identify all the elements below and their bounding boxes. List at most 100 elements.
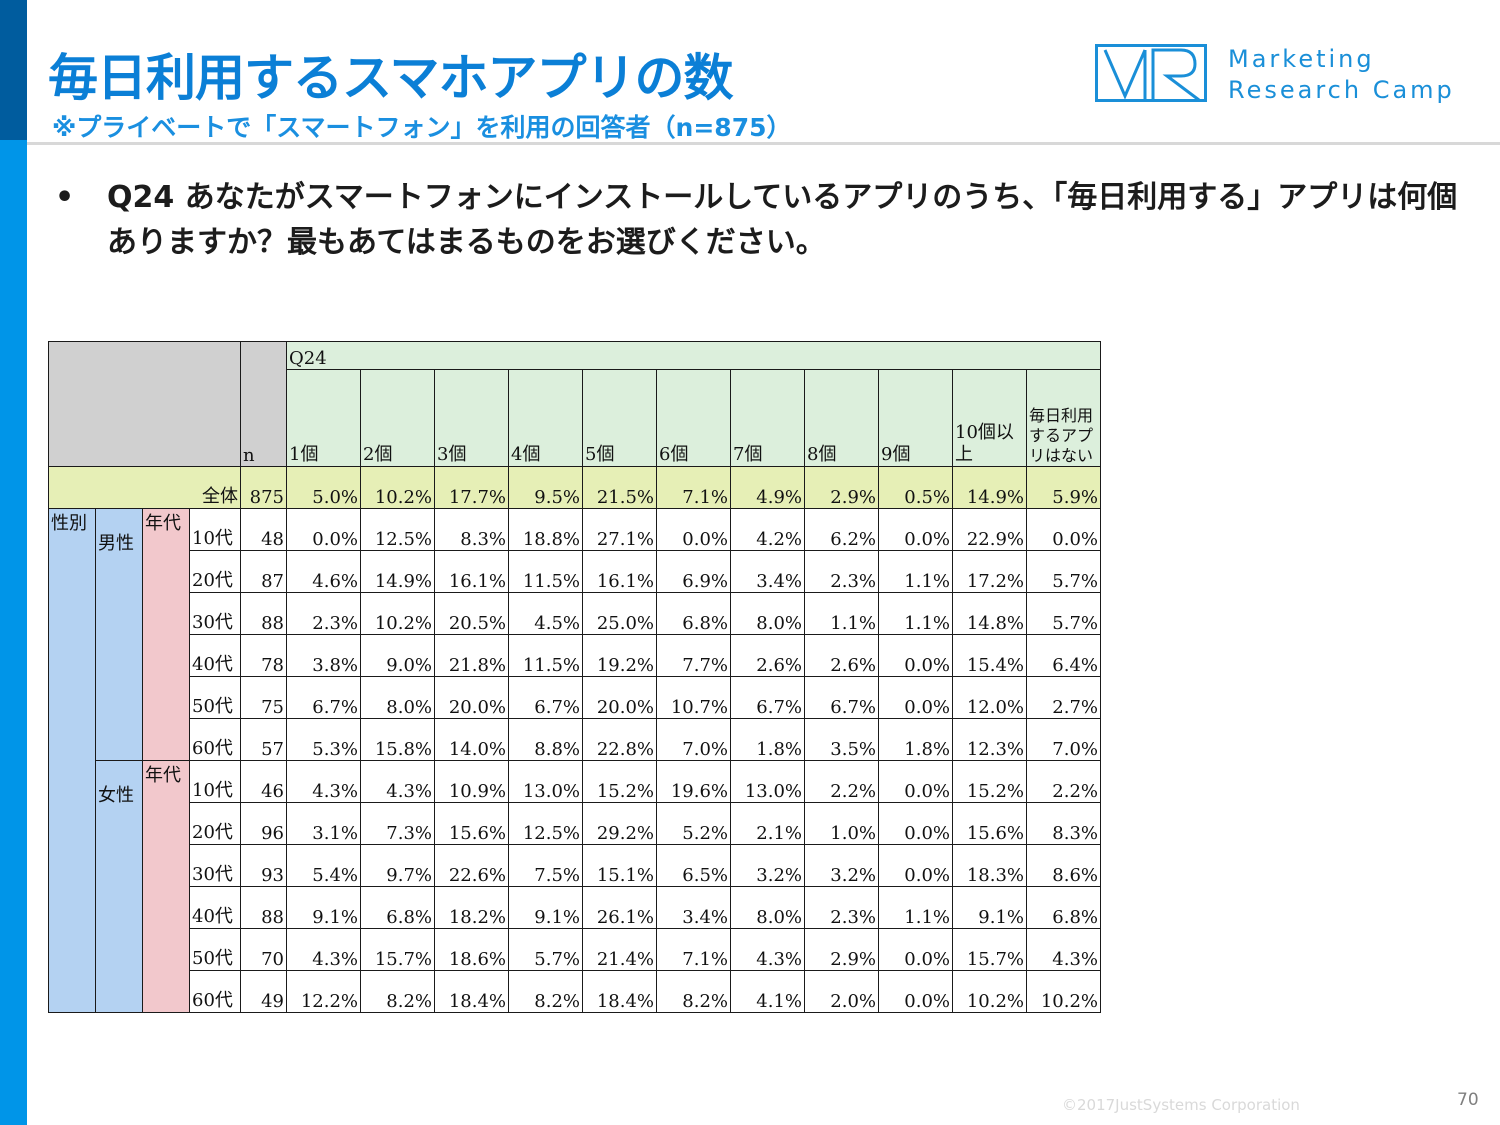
age-cell: 30代 <box>189 844 241 887</box>
table-row: 性別 男性 年代 10代 48 0.0% 12.5% 8.3% 18.8% 27.1% 0.0% 4.… <box>48 508 1101 1013</box>
page-number: 70 <box>1457 1090 1479 1110</box>
n-cell: 875 <box>240 466 287 509</box>
value-cell: 8.3% <box>1026 802 1101 845</box>
value-cell: 0.0% <box>878 928 953 971</box>
age-cell: 10代 <box>189 508 241 551</box>
table-row: 30代 88 2.3% 10.2% 20.5% 4.5% 25.0% 6.8% 8.0% 1.1%… <box>49 592 1101 635</box>
value-cell: 5.7% <box>1026 592 1101 635</box>
table-row: 20代 96 3.1% 7.3% 15.6% 12.5% 29.2% 5.2% 2.1% 1.0%… <box>49 802 1101 845</box>
left-accent-bar-top <box>0 0 27 140</box>
value-cell: 8.6% <box>1026 844 1101 887</box>
table-row: 30代 93 5.4% 9.7% 22.6% 7.5% 15.1% 6.5% 3.2% 3.2% 0… <box>49 844 1101 887</box>
value-cell: 16.1% <box>434 550 509 593</box>
n-cell: 49 <box>240 970 287 1013</box>
value-cell: 7.1% <box>656 466 731 509</box>
value-cell: 26.1% <box>582 886 657 929</box>
value-cell: 15.2% <box>582 760 657 803</box>
value-cell: 12.5% <box>360 508 435 551</box>
age-cell: 10代 <box>189 760 241 803</box>
value-cell: 4.6% <box>286 550 361 593</box>
value-cell: 15.6% <box>952 802 1027 845</box>
value-cell: 2.3% <box>286 592 361 635</box>
value-cell: 25.0% <box>582 592 657 635</box>
table-row: 50代 70 4.3% 15.7% 18.6% 5.7% 21.4% 7.1% 4.3% 2.9%… <box>49 928 1101 971</box>
value-cell: 5.7% <box>508 928 583 971</box>
value-cell: 4.3% <box>286 928 361 971</box>
value-cell: 6.2% <box>804 508 879 551</box>
value-cell: 2.9% <box>804 466 879 509</box>
table-row: 20代 87 4.6% 14.9% 16.1% 11.5% 16.1% 6.9% 3.4% 2.3… <box>49 550 1101 593</box>
column-header: 9個 <box>878 369 953 467</box>
value-cell: 4.1% <box>730 970 805 1013</box>
value-cell: 7.0% <box>1026 718 1101 761</box>
value-cell: 22.6% <box>434 844 509 887</box>
table-row: 40代 78 3.8% 9.0% 21.8% 11.5% 19.2% 7.7% 2.6% 2.6%… <box>49 634 1101 677</box>
value-cell: 20.5% <box>434 592 509 635</box>
gender-group-label: 性別 <box>48 508 96 1013</box>
value-cell: 0.0% <box>878 676 953 719</box>
value-cell: 5.2% <box>656 802 731 845</box>
value-cell: 6.7% <box>804 676 879 719</box>
value-cell: 2.7% <box>1026 676 1101 719</box>
value-cell: 6.7% <box>730 676 805 719</box>
table-row: 50代 75 6.7% 8.0% 20.0% 6.7% 20.0% 10.7% 6.7% 6.7%… <box>49 676 1101 719</box>
n-cell: 87 <box>240 550 287 593</box>
q24-header: Q24 <box>286 341 1101 370</box>
value-cell: 10.2% <box>360 592 435 635</box>
value-cell: 6.8% <box>656 592 731 635</box>
value-cell: 2.6% <box>730 634 805 677</box>
n-cell: 57 <box>240 718 287 761</box>
column-header: 10個以上 <box>952 369 1027 467</box>
n-header: n <box>240 341 287 467</box>
value-cell: 14.8% <box>952 592 1027 635</box>
value-cell: 8.2% <box>360 970 435 1013</box>
copyright-text: ©2017JustSystems Corporation <box>1062 1096 1300 1114</box>
column-header: 3個 <box>434 369 509 467</box>
value-cell: 2.6% <box>804 634 879 677</box>
value-cell: 3.4% <box>656 886 731 929</box>
value-cell: 0.5% <box>878 466 953 509</box>
value-cell: 9.7% <box>360 844 435 887</box>
table-row: 60代 49 12.2% 8.2% 18.4% 8.2% 18.4% 8.2% 4.1% 2.0%… <box>49 970 1101 1013</box>
company-logo: Marketing Research Camp <box>1095 44 1485 106</box>
age-cell: 60代 <box>189 718 241 761</box>
value-cell: 2.3% <box>804 550 879 593</box>
value-cell: 5.4% <box>286 844 361 887</box>
value-cell: 10.2% <box>952 970 1027 1013</box>
value-cell: 5.7% <box>1026 550 1101 593</box>
value-cell: 18.2% <box>434 886 509 929</box>
gender-cell-male: 男性 <box>95 508 143 761</box>
results-table: n Q24 1個 2個 3個 4個 5個 6個 7個 8個 9個 10個以上 毎日利用するアプリはな… <box>48 341 1101 1013</box>
value-cell: 14.9% <box>952 466 1027 509</box>
value-cell: 22.8% <box>582 718 657 761</box>
value-cell: 18.4% <box>434 970 509 1013</box>
total-label: 全体 <box>48 466 241 509</box>
n-cell: 75 <box>240 676 287 719</box>
value-cell: 4.5% <box>508 592 583 635</box>
value-cell: 0.0% <box>878 802 953 845</box>
value-cell: 3.4% <box>730 550 805 593</box>
value-cell: 0.0% <box>878 844 953 887</box>
value-cell: 13.0% <box>508 760 583 803</box>
age-cell: 50代 <box>189 676 241 719</box>
value-cell: 15.1% <box>582 844 657 887</box>
value-cell: 9.1% <box>952 886 1027 929</box>
value-cell: 2.2% <box>1026 760 1101 803</box>
value-cell: 1.0% <box>804 802 879 845</box>
value-cell: 15.8% <box>360 718 435 761</box>
age-cell: 40代 <box>189 886 241 929</box>
n-cell: 48 <box>240 508 287 551</box>
column-header: 8個 <box>804 369 879 467</box>
value-cell: 0.0% <box>1026 508 1101 551</box>
value-cell: 27.1% <box>582 508 657 551</box>
corner-header-cell <box>48 341 241 467</box>
value-cell: 4.3% <box>286 760 361 803</box>
value-cell: 0.0% <box>878 760 953 803</box>
value-cell: 21.8% <box>434 634 509 677</box>
column-header: 6個 <box>656 369 731 467</box>
value-cell: 6.5% <box>656 844 731 887</box>
value-cell: 6.9% <box>656 550 731 593</box>
value-cell: 20.0% <box>582 676 657 719</box>
value-cell: 19.6% <box>656 760 731 803</box>
left-accent-bar <box>0 0 27 1125</box>
